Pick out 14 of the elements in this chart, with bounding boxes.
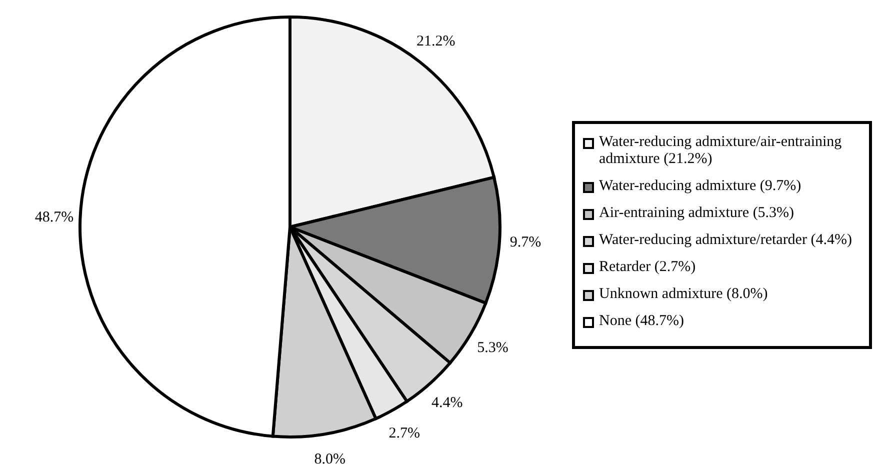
- data-label: 8.0%: [314, 452, 346, 468]
- data-label: 9.7%: [510, 234, 542, 251]
- data-label: 21.2%: [416, 33, 456, 50]
- data-label: 2.7%: [388, 425, 420, 442]
- legend-label: Air-entraining admixture (5.3%): [599, 205, 794, 222]
- data-label: 4.4%: [432, 395, 463, 412]
- legend-label: None (48.7%): [599, 313, 684, 330]
- legend-label: Water-reducing admixture/retarder (4.4%): [599, 232, 852, 249]
- legend-label: Water-reducing admixture/air-entraining admixture (21.2%): [599, 134, 843, 168]
- data-label: 48.7%: [34, 209, 74, 226]
- legend-label: Retarder (2.7%): [599, 259, 696, 276]
- legend-label: Water-reducing admixture (9.7%): [599, 178, 802, 195]
- data-label: 5.3%: [477, 340, 508, 356]
- legend-label: Unknown admixture (8.0%): [599, 286, 768, 303]
